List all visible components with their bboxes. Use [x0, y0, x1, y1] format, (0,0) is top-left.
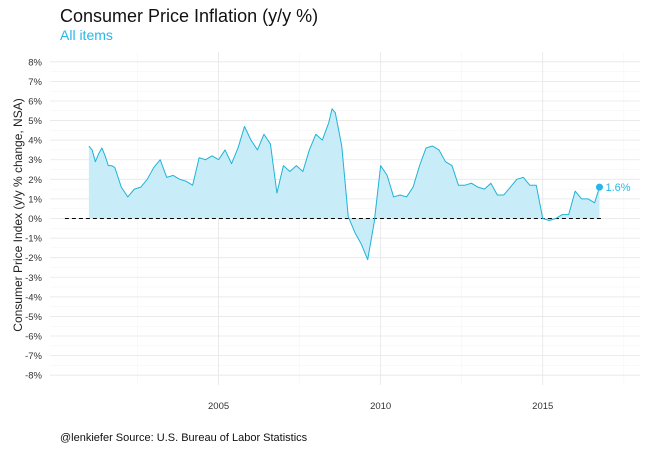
y-tick-labels: -8% -7% -6% -5% -4% -3% -2% -1% 0% 1% 2% 3% 4% 5% 6% 7%…: [25, 57, 42, 381]
inflation-line: [88, 108, 600, 261]
y-tick-label: 1%: [28, 194, 42, 205]
y-tick-label: 0%: [28, 214, 42, 225]
y-tick-label: 2%: [28, 175, 42, 186]
chart-caption: @lenkiefer Source: U.S. Bureau of Labor …: [60, 432, 308, 444]
x-tick-labels: 2005 2010 2015: [208, 401, 553, 412]
y-tick-label: -3%: [25, 273, 42, 284]
x-tick-label: 2015: [532, 401, 553, 412]
y-tick-label: 4%: [28, 136, 42, 147]
x-tick-label: 2010: [370, 401, 391, 412]
y-tick-label: -6%: [25, 332, 42, 343]
latest-value-label: 1.6%: [605, 182, 630, 194]
y-tick-label: -1%: [25, 234, 42, 245]
y-tick-label: -2%: [25, 253, 42, 264]
inflation-area: [88, 108, 600, 260]
y-tick-label: 3%: [28, 155, 42, 166]
y-tick-label: -5%: [25, 312, 42, 323]
y-tick-label: -8%: [25, 371, 42, 382]
x-tick-label: 2005: [208, 401, 229, 412]
y-tick-label: -7%: [25, 351, 42, 362]
chart-subtitle: All items: [60, 27, 113, 43]
y-tick-label: -4%: [25, 292, 42, 303]
y-tick-label: 7%: [28, 77, 42, 88]
chart-title: Consumer Price Inflation (y/y %): [60, 6, 319, 26]
y-tick-label: 6%: [28, 96, 42, 107]
y-tick-label: 8%: [28, 57, 42, 68]
latest-value-dot: [595, 183, 603, 191]
y-tick-label: 5%: [28, 116, 42, 127]
